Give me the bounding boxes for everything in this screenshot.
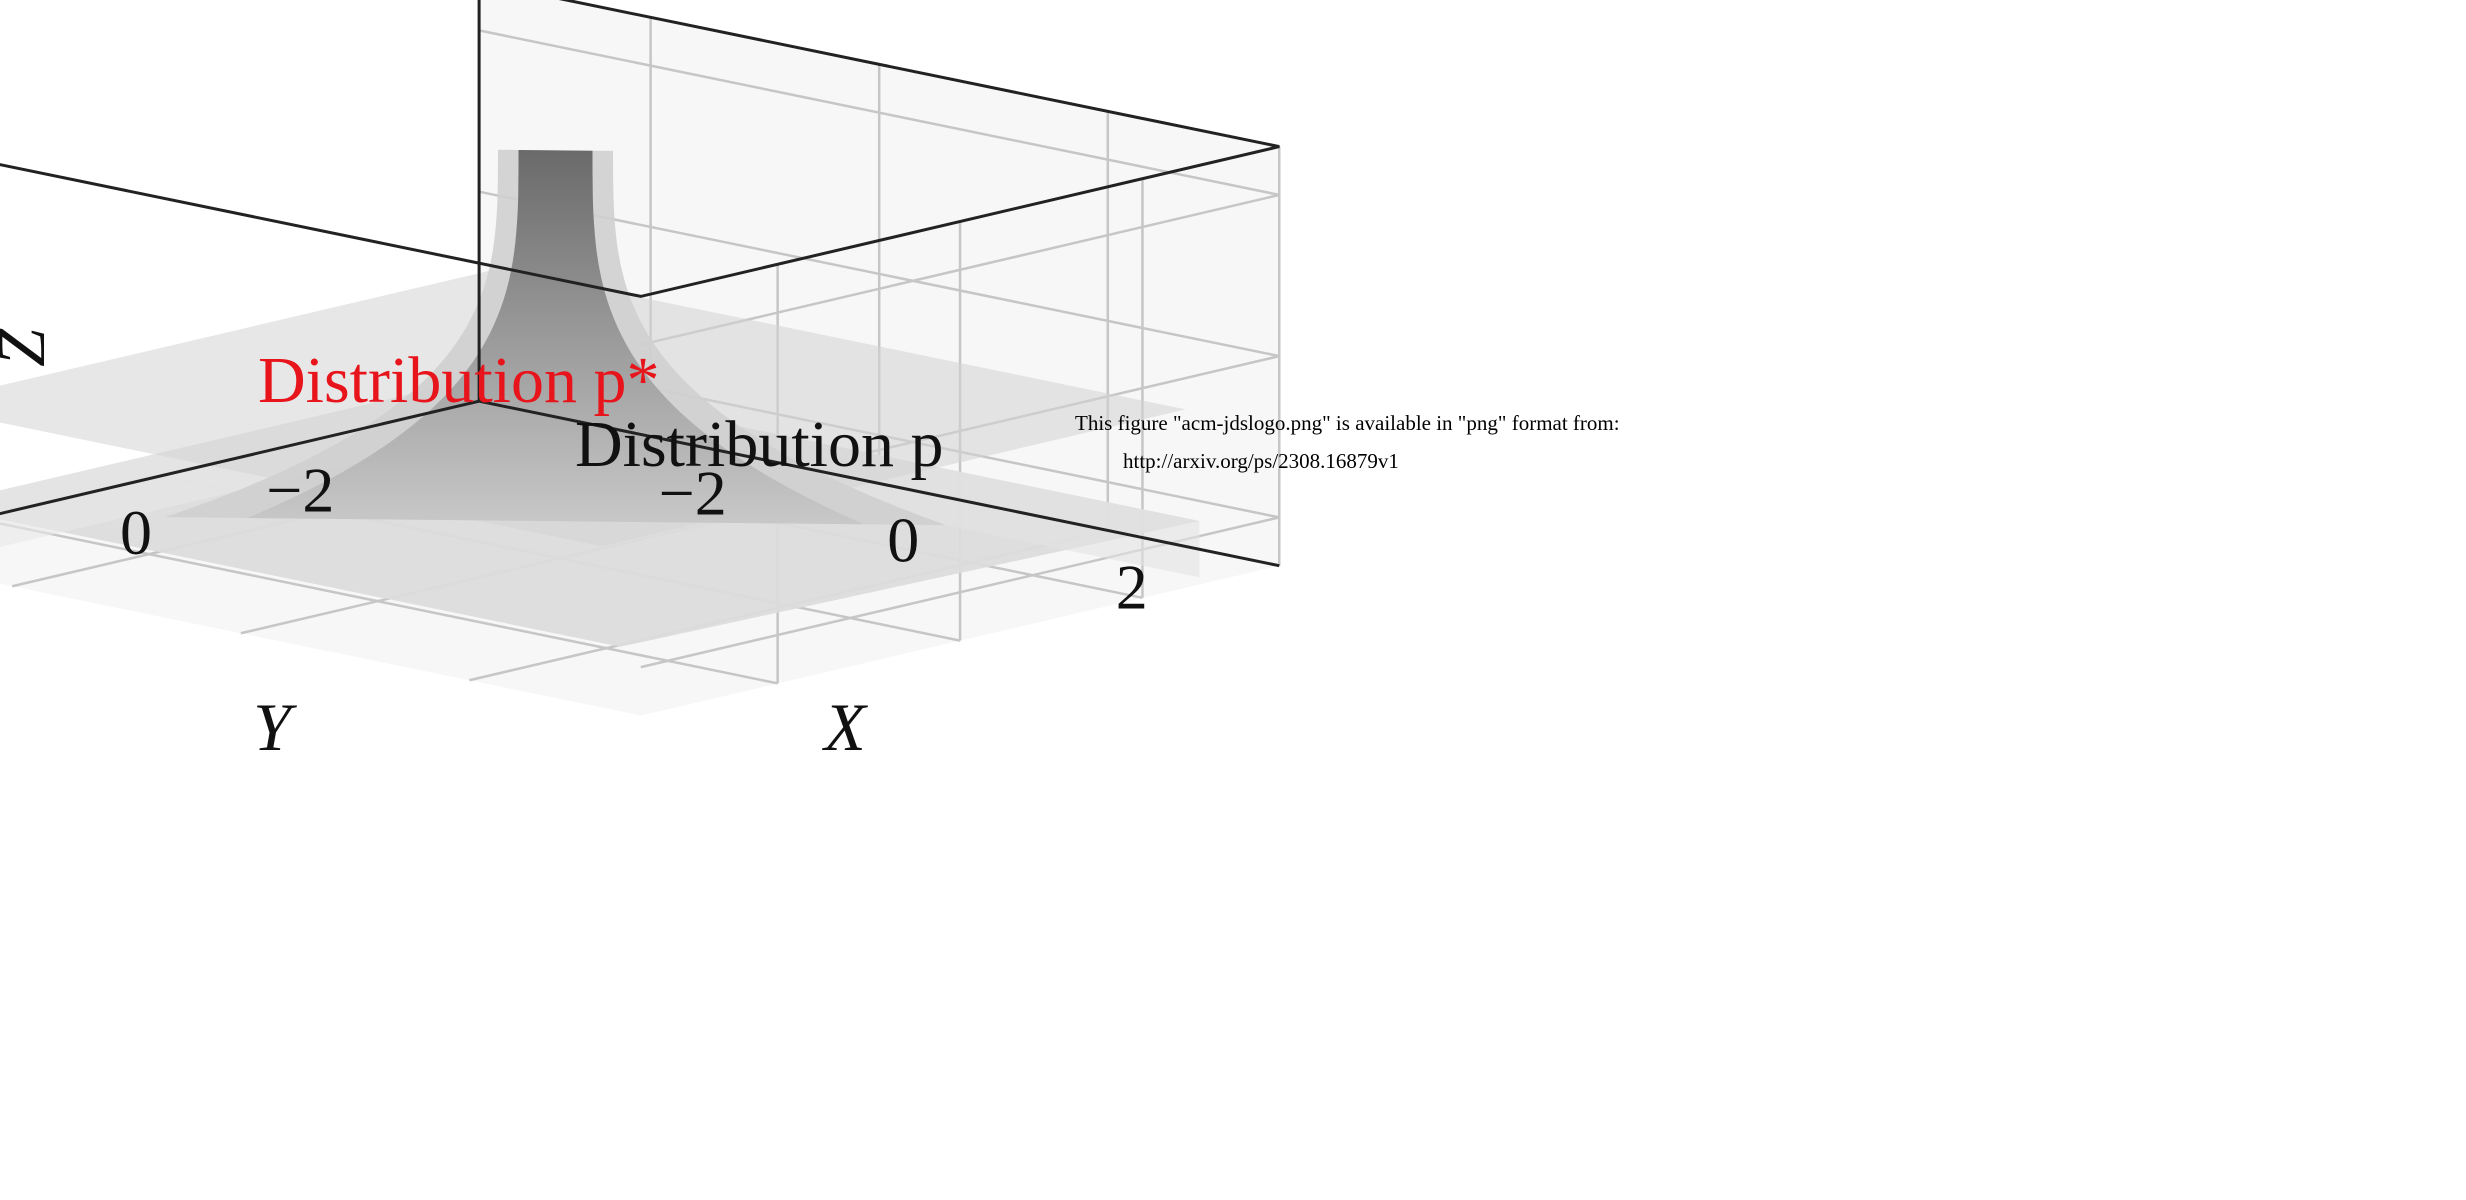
axis-labels: X Y Z xyxy=(0,328,868,765)
figure-notice-line1: This figure "acm-jdslogo.png" is availab… xyxy=(1075,411,1620,435)
box-front-bottom xyxy=(0,399,1280,568)
x-tick-label: 0 xyxy=(887,504,919,575)
surface-plot: 00.10.2−202−202 XYZ Distribution p*Distr… xyxy=(0,0,1281,765)
y-tick-label: 0 xyxy=(120,497,152,568)
x-axis-label: X xyxy=(821,689,868,765)
tick-labels: 00.10.2−202−202 xyxy=(120,454,1148,622)
z-axis-label: Z xyxy=(0,328,59,367)
surface-spike xyxy=(165,149,946,526)
y-tick-label: −2 xyxy=(266,454,334,525)
x-tick-label: −2 xyxy=(659,457,727,528)
x-tick-label: 2 xyxy=(1116,551,1148,622)
spike-inner xyxy=(247,150,864,525)
label-distribution-pstar: Distribution p* xyxy=(258,344,660,417)
label-distribution-p: Distribution p xyxy=(575,408,944,481)
figure-notice-url[interactable]: http://arxiv.org/ps/2308.16879v1 xyxy=(1123,449,1399,473)
box-edges xyxy=(0,0,1280,568)
y-axis-label: Y xyxy=(253,689,297,765)
series-annotations: Distribution p*Distribution p xyxy=(258,344,944,481)
box-top xyxy=(0,0,1280,298)
